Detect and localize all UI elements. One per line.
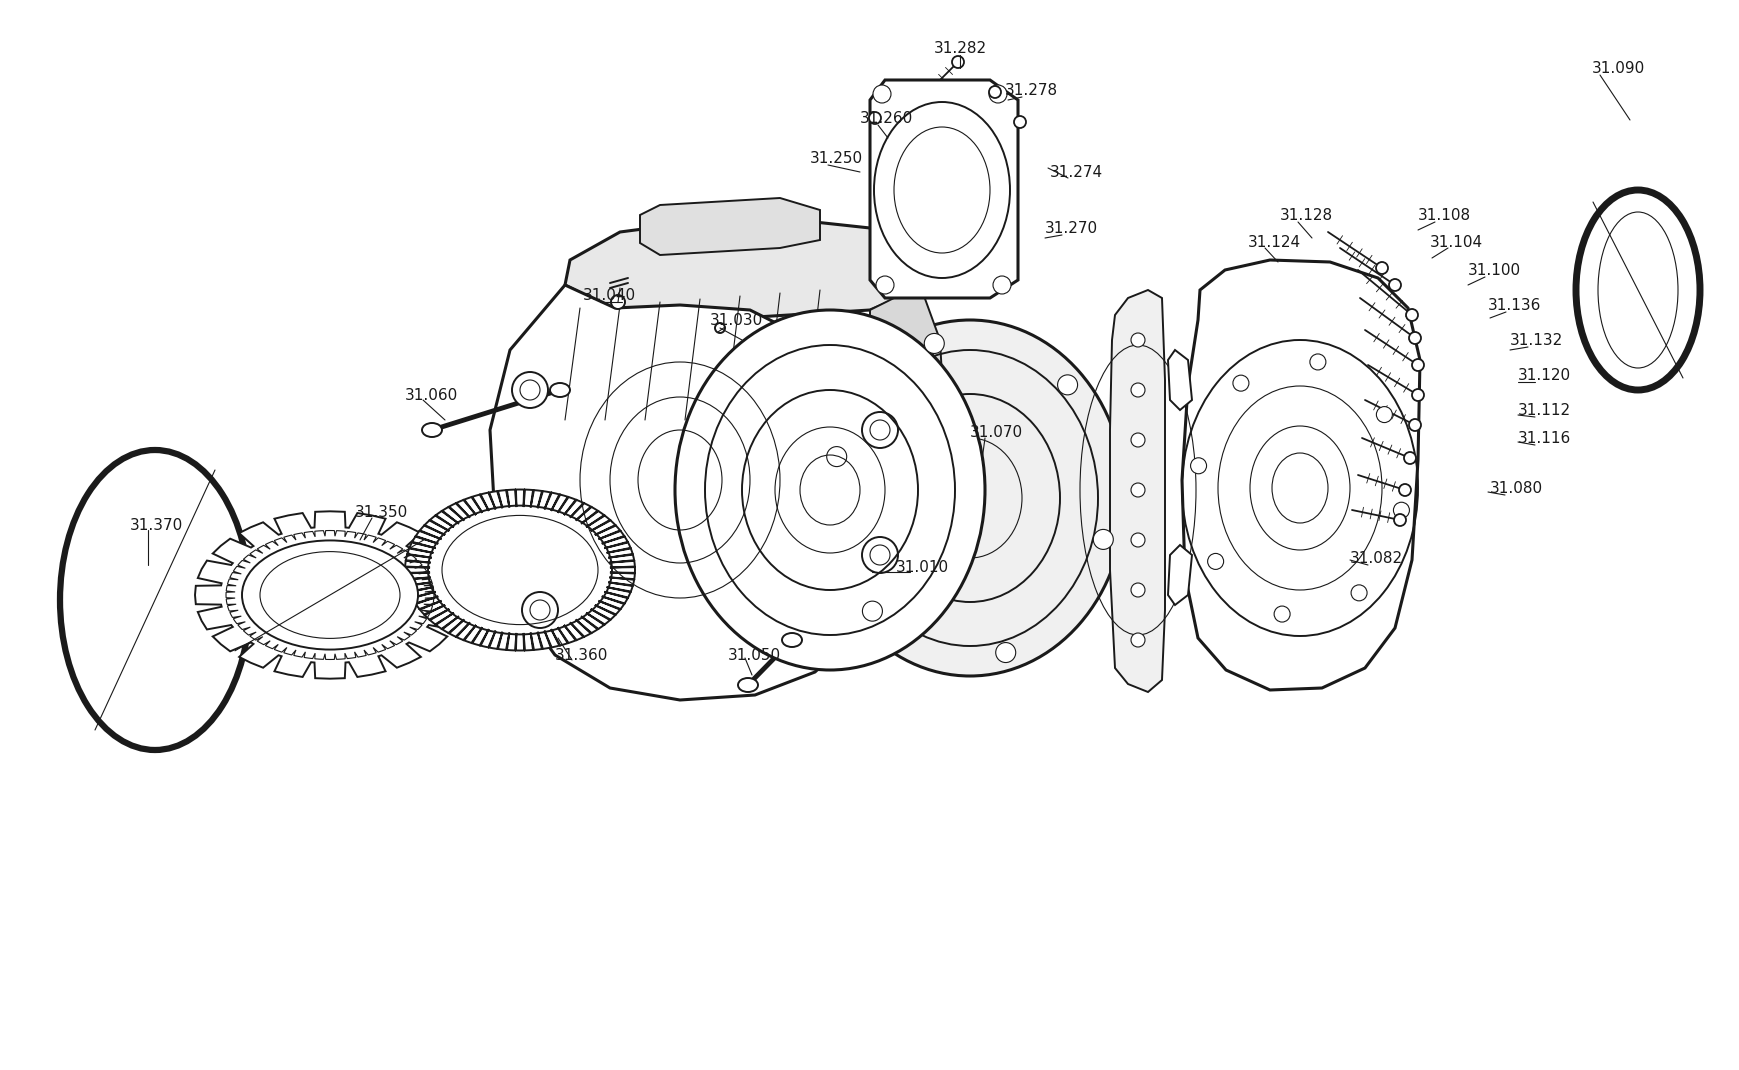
Text: 31.030: 31.030	[710, 312, 763, 327]
Circle shape	[1092, 530, 1113, 549]
Text: 31.278: 31.278	[1005, 82, 1057, 97]
Circle shape	[1273, 606, 1289, 622]
Ellipse shape	[737, 678, 758, 692]
Circle shape	[1409, 332, 1421, 343]
Circle shape	[1349, 585, 1367, 601]
Text: 31.050: 31.050	[727, 647, 781, 662]
Polygon shape	[830, 285, 944, 664]
Polygon shape	[870, 80, 1017, 299]
Text: 31.010: 31.010	[896, 560, 948, 575]
Circle shape	[868, 112, 880, 124]
Circle shape	[1189, 458, 1205, 474]
Circle shape	[988, 86, 1000, 98]
Text: 31.260: 31.260	[859, 110, 913, 125]
Text: 31.112: 31.112	[1516, 402, 1570, 417]
Circle shape	[1403, 452, 1416, 464]
Circle shape	[1393, 502, 1409, 518]
Circle shape	[873, 85, 890, 103]
Circle shape	[1409, 419, 1421, 431]
Circle shape	[1130, 633, 1144, 647]
Text: 31.350: 31.350	[355, 504, 409, 520]
Polygon shape	[1109, 290, 1165, 692]
Circle shape	[1393, 514, 1405, 526]
Circle shape	[1014, 116, 1026, 128]
Circle shape	[1130, 483, 1144, 496]
Polygon shape	[1167, 350, 1191, 410]
Text: 31.274: 31.274	[1049, 165, 1103, 180]
Circle shape	[861, 537, 897, 574]
Circle shape	[826, 446, 847, 467]
Text: 31.360: 31.360	[555, 647, 609, 662]
Circle shape	[861, 412, 897, 448]
Text: 31.080: 31.080	[1489, 480, 1542, 495]
Text: 31.108: 31.108	[1417, 208, 1469, 223]
Text: 31.250: 31.250	[810, 151, 863, 166]
Text: 31.282: 31.282	[932, 41, 986, 56]
Text: 31.124: 31.124	[1247, 234, 1301, 249]
Polygon shape	[405, 489, 635, 651]
Text: 31.100: 31.100	[1468, 262, 1520, 277]
Text: 31.136: 31.136	[1487, 297, 1541, 312]
Polygon shape	[490, 285, 875, 700]
Text: 31.128: 31.128	[1280, 208, 1332, 223]
Polygon shape	[195, 511, 464, 678]
Ellipse shape	[814, 320, 1125, 676]
Circle shape	[1410, 360, 1423, 371]
Text: 31.132: 31.132	[1509, 333, 1562, 348]
Ellipse shape	[781, 633, 802, 647]
Text: 31.060: 31.060	[405, 387, 457, 402]
Circle shape	[1130, 383, 1144, 397]
Circle shape	[1309, 354, 1325, 370]
Circle shape	[610, 295, 624, 309]
Circle shape	[1398, 484, 1410, 496]
Ellipse shape	[423, 423, 442, 437]
Polygon shape	[640, 198, 819, 255]
Text: 31.120: 31.120	[1516, 367, 1570, 382]
Polygon shape	[1181, 260, 1419, 690]
Text: 31.116: 31.116	[1516, 430, 1570, 445]
Text: 31.270: 31.270	[1045, 220, 1097, 235]
Ellipse shape	[242, 540, 417, 649]
Circle shape	[875, 276, 894, 294]
Circle shape	[1410, 389, 1423, 401]
Circle shape	[995, 643, 1016, 662]
Circle shape	[522, 592, 558, 628]
Polygon shape	[1167, 545, 1191, 605]
Circle shape	[988, 85, 1007, 103]
Text: 31.082: 31.082	[1349, 550, 1402, 566]
Circle shape	[1233, 376, 1249, 392]
Text: 31.104: 31.104	[1429, 234, 1482, 249]
Circle shape	[1057, 374, 1076, 395]
Polygon shape	[565, 215, 929, 318]
Text: 31.370: 31.370	[130, 518, 183, 533]
Circle shape	[1130, 583, 1144, 597]
Text: 31.070: 31.070	[969, 425, 1023, 440]
Circle shape	[1130, 333, 1144, 347]
Circle shape	[1130, 533, 1144, 547]
Circle shape	[715, 323, 725, 333]
Circle shape	[1130, 433, 1144, 447]
Circle shape	[951, 56, 963, 68]
Circle shape	[1388, 279, 1400, 291]
Circle shape	[1376, 262, 1388, 274]
Ellipse shape	[550, 383, 570, 397]
Circle shape	[863, 601, 882, 622]
Circle shape	[511, 372, 548, 408]
Circle shape	[1207, 553, 1223, 569]
Text: 31.040: 31.040	[583, 288, 636, 303]
Circle shape	[993, 276, 1010, 294]
Circle shape	[1405, 309, 1417, 321]
Ellipse shape	[675, 310, 984, 670]
Circle shape	[923, 334, 944, 353]
Text: 31.090: 31.090	[1591, 61, 1645, 76]
Circle shape	[1376, 407, 1391, 423]
